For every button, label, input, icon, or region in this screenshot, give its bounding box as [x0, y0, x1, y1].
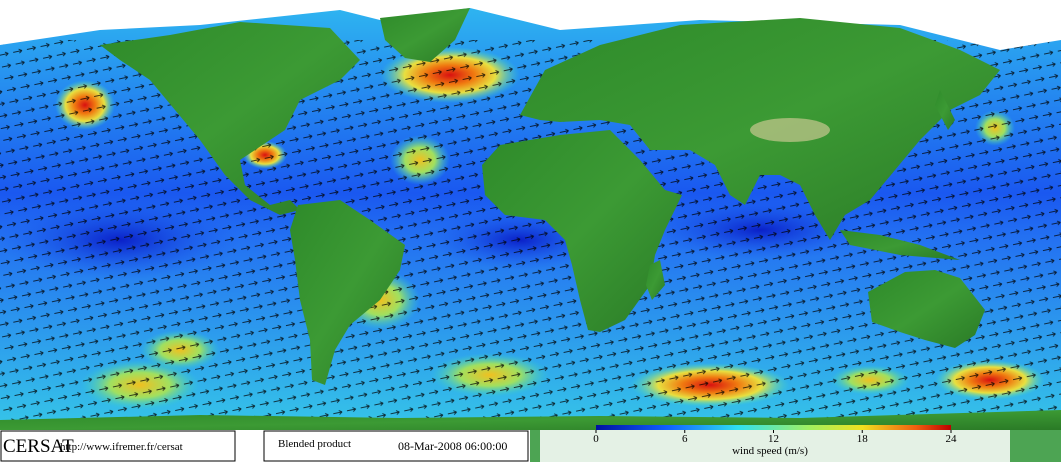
logo-box [0, 430, 236, 462]
indonesia [840, 230, 960, 260]
colorbar-panel [540, 430, 1010, 462]
africa [482, 130, 682, 332]
colorbar-tick-label: 18 [857, 433, 869, 445]
url: http://www.ifremer.fr/cersat [60, 441, 183, 453]
south-america [290, 200, 405, 385]
tibet-plateau [750, 118, 830, 142]
colorbar-label: wind speed (m/s) [732, 445, 808, 457]
japan [935, 90, 955, 130]
product: Blended product [278, 438, 351, 450]
footer: CERSAT http://www.ifremer.fr/cersat Blen… [0, 425, 1061, 462]
australia [868, 270, 985, 348]
north-america [100, 22, 360, 215]
colorbar-tick-label: 24 [946, 433, 958, 445]
info-box [263, 430, 529, 462]
datetime: 08-Mar-2008 06:00:00 [398, 439, 507, 453]
map-area [0, 0, 1061, 430]
colorbar-tick-label: 0 [593, 433, 599, 445]
colorbar-tick-label: 12 [768, 433, 779, 445]
greenland [380, 8, 470, 62]
colorbar-tick-label: 6 [682, 433, 688, 445]
colorbar [596, 425, 951, 430]
logo: CERSAT [3, 436, 74, 457]
arctic-ice [0, 0, 1061, 50]
madagascar [646, 260, 665, 300]
